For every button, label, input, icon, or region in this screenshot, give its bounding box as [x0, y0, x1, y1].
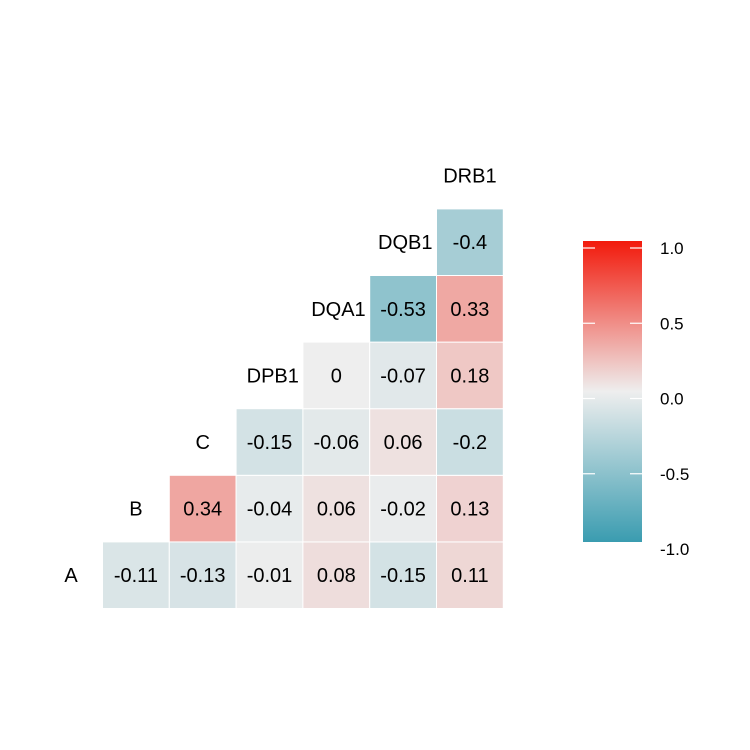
- cell-value-label: -0.02: [380, 499, 426, 521]
- cell-value-label: -0.07: [380, 365, 426, 387]
- heatmap-cell-dqb1-dpb1: [369, 341, 438, 410]
- heatmap-cell-dqb1-dqa1: [369, 275, 438, 343]
- cell-value-label: 0.34: [183, 499, 222, 521]
- cell-value-label: 0.06: [384, 432, 423, 454]
- heatmap-cell-drb1-c: [436, 408, 504, 476]
- variable-labels: A B C DPB1 DQA1 DQB1 DRB1: [64, 166, 496, 588]
- cell-value-label: 0.13: [450, 499, 489, 521]
- heatmap-cell-dpb1-c: [235, 408, 304, 476]
- heatmap-cell-drb1-b: [436, 474, 504, 543]
- variable-label-drb1: DRB1: [443, 166, 496, 188]
- heatmap-cell-dqb1-b: [369, 474, 438, 543]
- cell-value-label: -0.01: [247, 565, 293, 587]
- heatmap-cell-dqb1-a: [369, 541, 438, 610]
- heatmap-cell-drb1-a: [436, 541, 504, 610]
- heatmap-cell-dpb1-b: [235, 474, 304, 543]
- cell-value-label: -0.11: [114, 565, 158, 587]
- heatmap-cell-drb1-dpb1: [436, 341, 504, 410]
- cell-value-label: -0.06: [314, 432, 360, 454]
- heatmap-cell-dqa1-b: [302, 474, 371, 543]
- cell-value-label: -0.15: [380, 565, 426, 587]
- cell-value-label: -0.04: [247, 499, 293, 521]
- cell-value-label: -0.15: [247, 432, 293, 454]
- color-legend: 1.0 0.5 0.0 -0.5 -1.0: [583, 239, 689, 559]
- cell-value-label: 0.11: [451, 565, 488, 587]
- cell-value-label: 0.08: [317, 565, 356, 587]
- variable-label-dpb1: DPB1: [247, 365, 299, 387]
- legend-color-bar: [583, 241, 642, 542]
- variable-label-dqb1: DQB1: [378, 232, 432, 254]
- variable-label-a: A: [64, 565, 78, 587]
- cell-value-label: 0.06: [317, 499, 356, 521]
- heatmap-cell-c-a: [168, 541, 237, 610]
- legend-tick-label: 0.0: [660, 390, 684, 409]
- variable-label-dqa1: DQA1: [311, 299, 365, 321]
- legend-tick-label: 0.5: [660, 314, 684, 333]
- legend-tick-label: -1.0: [660, 540, 689, 559]
- heatmap-cell-drb1-dqa1: [436, 275, 504, 343]
- heatmap-cells: -0.11 -0.13 -0.01 0.08 -0.15 0.11 0.34 -0.04 0.0…: [102, 208, 504, 610]
- heatmap-cell-b-a: [102, 541, 170, 610]
- cell-value-label: 0.18: [450, 365, 489, 387]
- heatmap-cell-dqa1-c: [302, 408, 371, 476]
- legend-tick-label: -0.5: [660, 465, 689, 484]
- variable-label-b: B: [129, 499, 142, 521]
- cell-value-label: -0.53: [380, 299, 426, 321]
- heatmap-cell-dqa1-dpb1: [302, 341, 371, 410]
- heatmap-cell-dqa1-a: [302, 541, 371, 610]
- variable-label-c: C: [195, 432, 209, 454]
- heatmap-cell-c-b: [168, 474, 237, 543]
- heatmap-cell-drb1-dqb1: [436, 208, 504, 276]
- cell-value-label: 0: [331, 365, 342, 387]
- cell-value-label: 0.33: [450, 299, 489, 321]
- legend-tick-label: 1.0: [660, 239, 684, 258]
- cell-value-label: -0.13: [180, 565, 226, 587]
- cell-value-label: -0.4: [453, 232, 487, 254]
- cell-value-label: -0.2: [453, 432, 487, 454]
